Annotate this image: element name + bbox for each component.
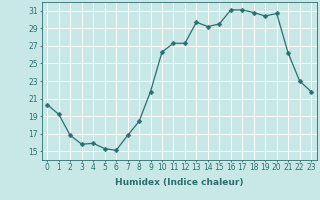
X-axis label: Humidex (Indice chaleur): Humidex (Indice chaleur) [115, 178, 244, 187]
